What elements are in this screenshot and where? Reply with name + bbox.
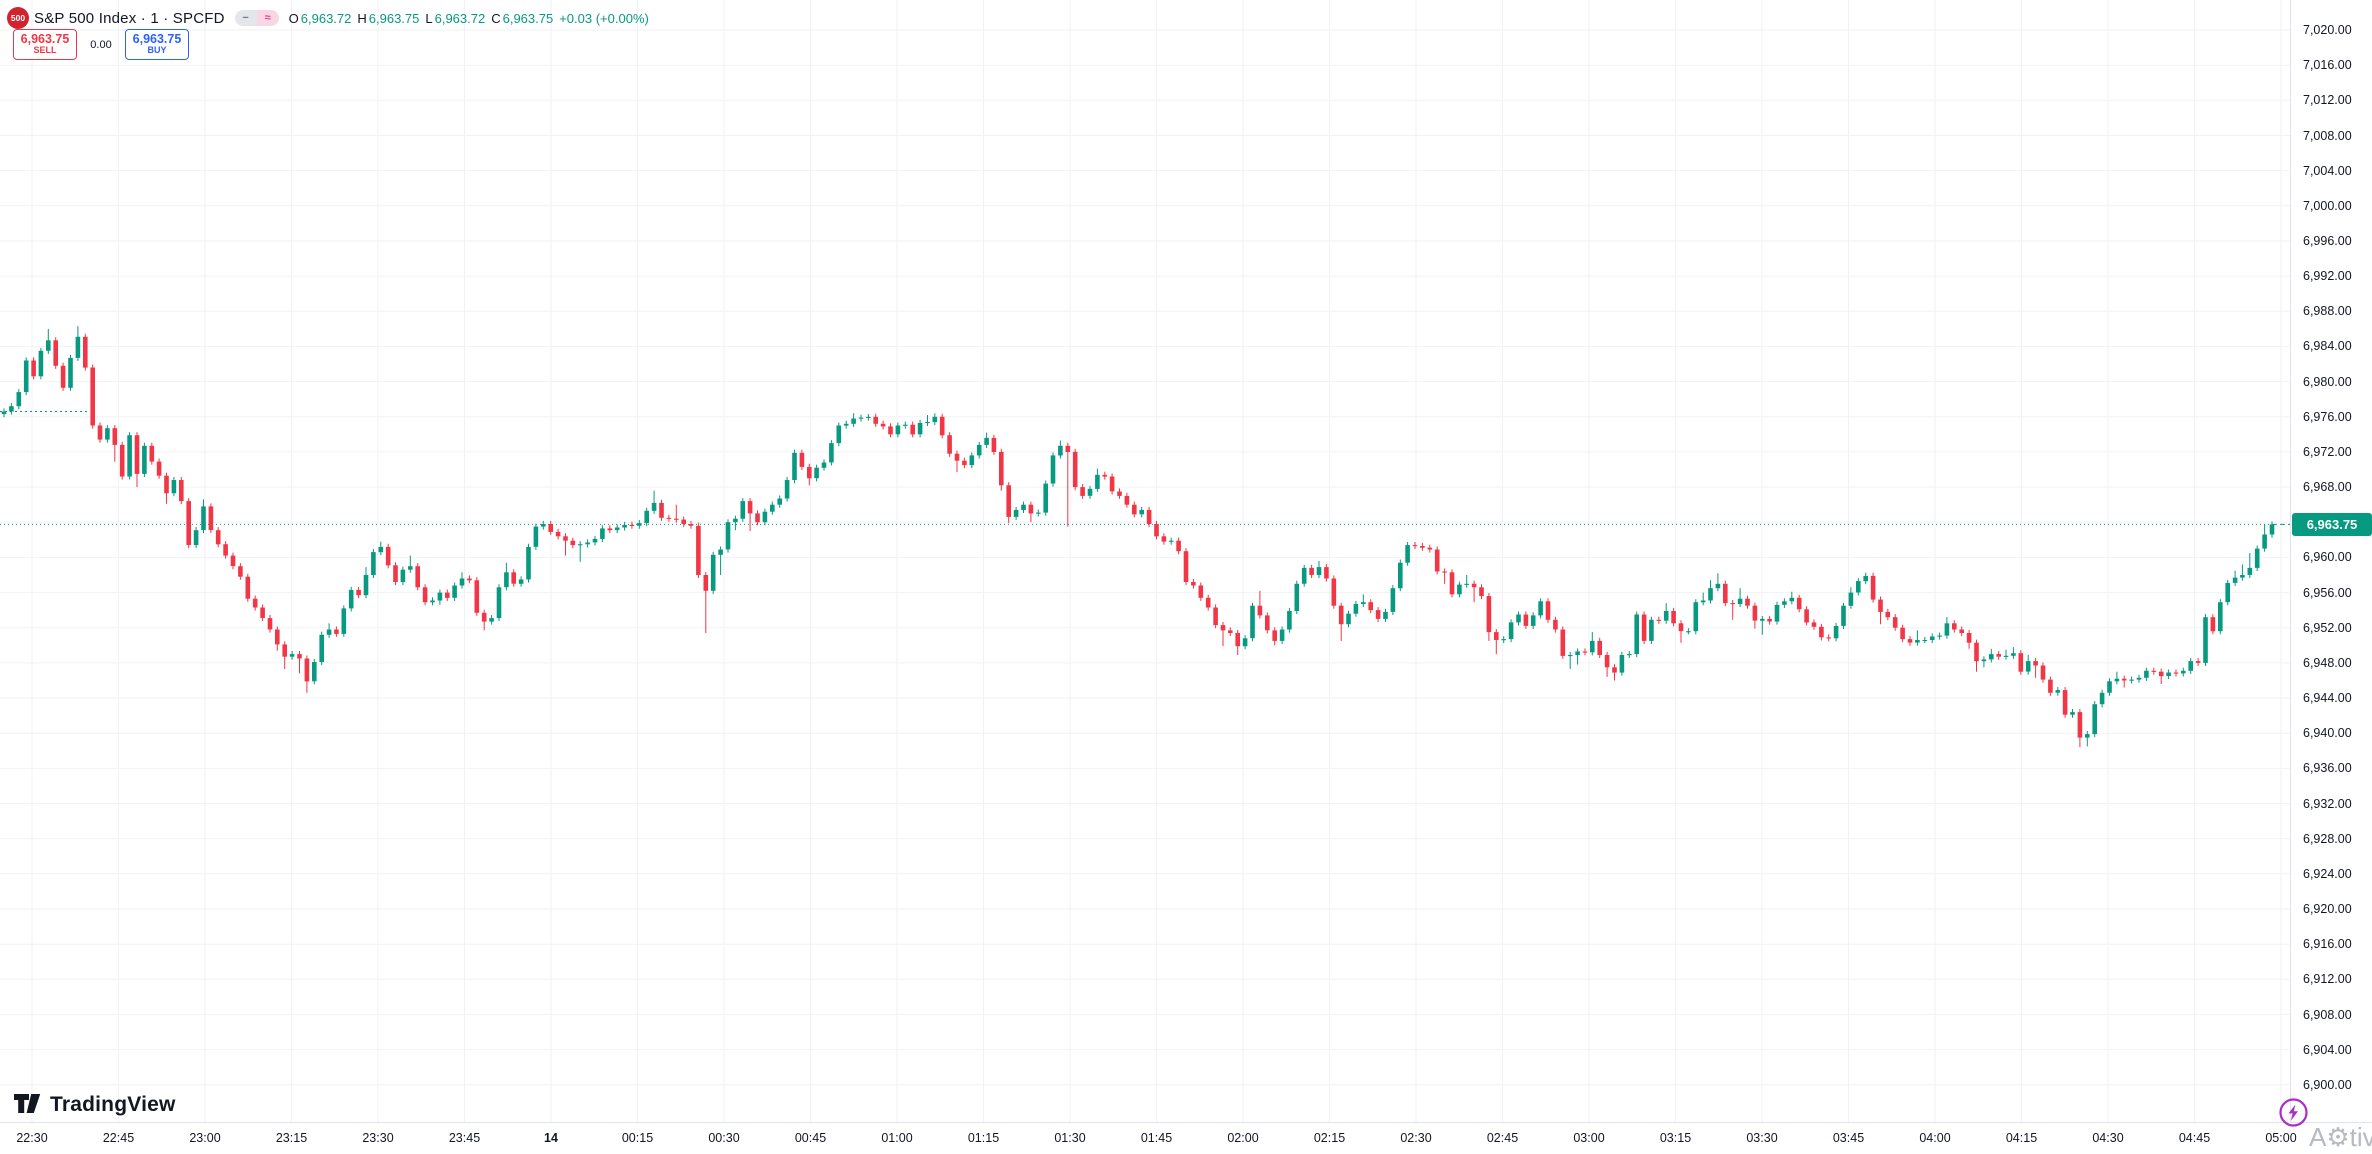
price-tick-label: 6,936.00	[2303, 761, 2352, 776]
price-tick-label: 6,940.00	[2303, 726, 2352, 741]
tradingview-logo-icon	[14, 1094, 41, 1113]
sp500-badge-icon: 500	[7, 7, 29, 29]
price-tick-label: 6,972.00	[2303, 444, 2352, 459]
price-tick-label: 7,012.00	[2303, 93, 2352, 108]
watermark: A⚙tiv	[2309, 1122, 2372, 1152]
time-tick-label: 14	[544, 1131, 558, 1145]
time-tick-label: 00:45	[794, 1131, 827, 1145]
price-tick-label: 6,920.00	[2303, 902, 2352, 916]
time-tick-label: 23:15	[275, 1131, 308, 1145]
time-tick-label: 01:30	[1054, 1131, 1086, 1145]
buy-button[interactable]: 6,963.75 BUY	[125, 29, 189, 60]
time-tick-label: 04:45	[2178, 1131, 2211, 1145]
lightning-button[interactable]	[2278, 1097, 2309, 1128]
price-tick-label: 6,948.00	[2303, 655, 2352, 670]
price-tick-label: 7,020.00	[2303, 23, 2352, 37]
price-tick-label: 6,952.00	[2303, 620, 2352, 635]
price-tick-label: 6,928.00	[2303, 831, 2352, 846]
price-tick-label: 6,912.00	[2303, 972, 2352, 987]
time-tick-label: 23:45	[448, 1131, 481, 1145]
time-tick-label: 00:15	[621, 1131, 654, 1145]
close-label: C	[491, 10, 501, 26]
open-value: 6,963.72	[300, 10, 352, 26]
price-tick-label: 6,916.00	[2303, 937, 2352, 952]
time-tick-label: 01:00	[881, 1131, 913, 1145]
sell-price: 6,963.75	[20, 32, 70, 47]
time-tick-label: 03:00	[1573, 1131, 1605, 1145]
price-tick-label: 6,956.00	[2303, 585, 2352, 600]
price-tick-label: 6,980.00	[2303, 374, 2352, 389]
sell-button-label: SELL	[33, 45, 57, 56]
time-tick-label: 22:45	[102, 1131, 135, 1145]
price-tick-label: 6,968.00	[2303, 480, 2352, 495]
chart-plot-area[interactable]	[0, 0, 2290, 1122]
buy-price: 6,963.75	[132, 32, 182, 47]
time-tick-label: 23:00	[189, 1131, 221, 1145]
price-tick-label: 7,008.00	[2303, 128, 2352, 143]
time-tick-label: 03:30	[1746, 1131, 1778, 1145]
buy-button-label: BUY	[147, 45, 167, 56]
price-axis[interactable]: 6,963.75 7,020.00 7,016.00 7,012.00 7,008.0…	[2290, 0, 2372, 1122]
approx-toggle-icon[interactable]: ≈	[256, 10, 279, 26]
symbol-title[interactable]: S&P 500 Index · 1 · SPCFD	[34, 9, 225, 27]
time-axis[interactable]: 22:30 22:45 23:00 23:15 23:30 23:45 14 00:15 00:…	[0, 1122, 2372, 1154]
time-tick-label: 04:15	[2005, 1131, 2038, 1145]
time-tick-label: 02:15	[1313, 1131, 1346, 1145]
price-tick-label: 7,000.00	[2303, 198, 2352, 213]
price-tick-label: 6,900.00	[2303, 1077, 2352, 1092]
ohlc-readout: O 6,963.72 H 6,963.75 L 6,963.72 C 6,963.75 …	[289, 11, 649, 26]
price-tick-label: 6,996.00	[2303, 234, 2352, 248]
high-value: 6,963.75	[368, 10, 420, 26]
tradingview-logo-text: TradingView	[50, 1093, 176, 1116]
time-tick-label: 04:30	[2092, 1131, 2124, 1145]
close-value: 6,963.75	[502, 10, 554, 26]
time-tick-label: 00:30	[708, 1131, 740, 1145]
price-tick-label: 6,984.00	[2303, 339, 2352, 354]
price-tick-label: 6,944.00	[2303, 691, 2352, 705]
price-tick-label: 7,004.00	[2303, 163, 2352, 178]
tradingview-logo[interactable]: TradingView	[13, 1092, 176, 1118]
price-tick-label: 6,904.00	[2303, 1042, 2352, 1057]
time-tick-label: 01:45	[1140, 1131, 1173, 1145]
low-value: 6,963.72	[434, 10, 486, 26]
time-tick-label: 04:00	[1919, 1131, 1951, 1145]
sell-button[interactable]: 6,963.75 SELL	[13, 29, 77, 60]
time-tick-label: 23:30	[362, 1131, 394, 1145]
collapse-icon[interactable]: −	[234, 10, 257, 26]
price-tick-label: 6,924.00	[2303, 866, 2352, 881]
time-tick-label: 05:00	[2265, 1131, 2297, 1145]
time-tick-label: 02:30	[1400, 1131, 1432, 1145]
high-label: H	[357, 10, 367, 26]
low-label: L	[425, 10, 433, 26]
spread-value: 0.00	[90, 38, 112, 51]
price-tick-label: 6,960.00	[2303, 550, 2352, 565]
price-tick-label: 6,908.00	[2303, 1007, 2352, 1022]
time-tick-label: 02:00	[1227, 1131, 1259, 1145]
trade-panel: 6,963.75 SELL 0.00 6,963.75 BUY	[13, 29, 189, 60]
symbol-legend: 500 S&P 500 Index · 1 · SPCFD − ≈ O 6,963…	[7, 7, 649, 29]
current-price-label: 6,963.75	[2292, 512, 2372, 536]
price-tick-label: 6,988.00	[2303, 304, 2352, 319]
time-tick-label: 02:45	[1486, 1131, 1519, 1145]
time-tick-label: 01:15	[967, 1131, 1000, 1145]
time-tick-label: 03:15	[1659, 1131, 1692, 1145]
change-value: +0.03 (+0.00%)	[559, 10, 649, 26]
price-tick-label: 7,016.00	[2303, 58, 2352, 73]
candlestick-chart[interactable]	[0, 0, 2290, 1122]
time-tick-label: 03:45	[1832, 1131, 1865, 1145]
open-label: O	[288, 10, 299, 26]
price-tick-label: 6,976.00	[2303, 409, 2352, 424]
price-tick-label: 6,992.00	[2303, 269, 2352, 284]
time-tick-label: 22:30	[16, 1131, 48, 1145]
price-tick-label: 6,932.00	[2303, 796, 2352, 811]
